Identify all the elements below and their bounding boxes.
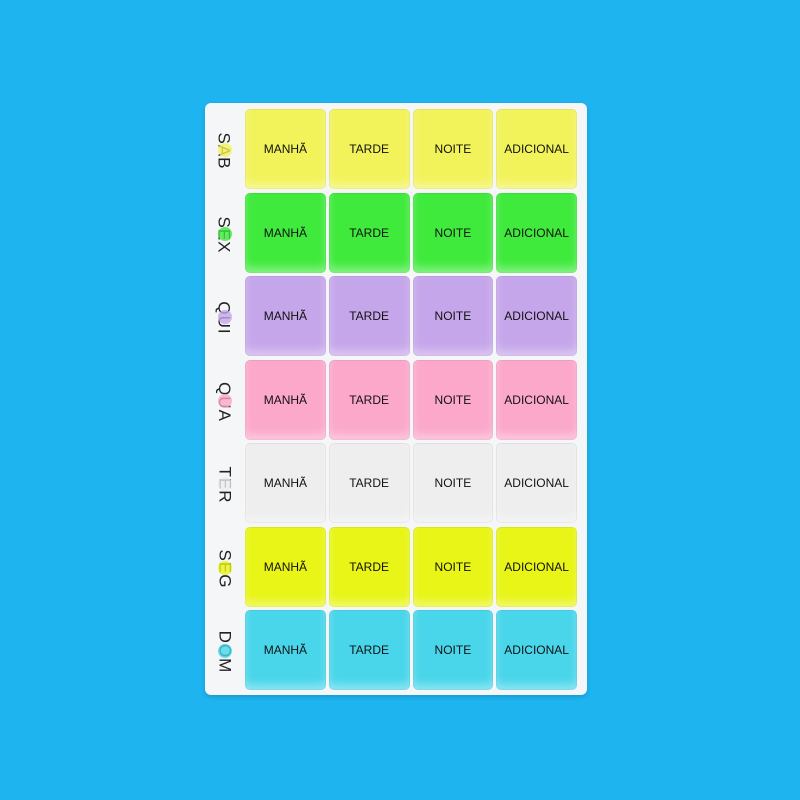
compartment-lid[interactable]: MANHÃ	[245, 359, 326, 440]
compartment-label: TARDE	[349, 559, 390, 574]
compartment-lid[interactable]: ADICIONAL	[496, 276, 577, 356]
compartment-label: TARDE	[349, 643, 390, 657]
compartment-label: ADICIONAL	[504, 643, 569, 657]
day-row: MANHÃ TARDE NOITE ADICIONAL	[245, 192, 577, 273]
compartment-label: NOITE	[434, 309, 472, 323]
compartment-lid[interactable]: NOITE	[412, 276, 494, 356]
compartment-lid[interactable]: MANHÃ	[245, 610, 326, 690]
compartment-label: NOITE	[434, 392, 472, 407]
compartment-lid[interactable]: TARDE	[328, 526, 410, 607]
compartment-label: TARDE	[349, 476, 390, 490]
latch-knob	[218, 644, 232, 658]
compartment-lid[interactable]: ADICIONAL	[496, 359, 577, 440]
compartment-lid[interactable]: ADICIONAL	[496, 526, 577, 607]
compartment-label: ADICIONAL	[504, 142, 569, 156]
compartment-lid[interactable]: NOITE	[412, 359, 494, 440]
compartment-label: TARDE	[349, 225, 390, 240]
compartment-lid[interactable]: MANHÃ	[245, 526, 326, 607]
compartment-label: MANHÃ	[263, 559, 308, 574]
day-row: MANHÃ TARDE NOITE ADICIONAL	[245, 610, 577, 690]
compartment-label: ADICIONAL	[504, 392, 569, 407]
compartment-lid[interactable]: MANHÃ	[245, 276, 326, 356]
compartment-label: NOITE	[434, 476, 472, 490]
latch-knob	[218, 477, 232, 491]
pill-organizer: SABSEXQUIQUATERSEGDOM MANHÃ TARDE NOITE ADI…	[205, 103, 587, 695]
compartment-lid[interactable]: ADICIONAL	[496, 443, 577, 523]
latch-knob	[218, 143, 232, 157]
compartment-lid[interactable]: TARDE	[328, 610, 410, 690]
compartment-lid[interactable]: NOITE	[412, 109, 494, 189]
latch-knob	[218, 310, 232, 324]
day-row: MANHÃ TARDE NOITE ADICIONAL	[245, 276, 577, 356]
compartment-label: MANHÃ	[263, 476, 308, 490]
compartment-label: MANHÃ	[263, 309, 308, 323]
compartment-label: ADICIONAL	[504, 476, 569, 490]
compartment-label: TARDE	[349, 392, 390, 407]
day-row: MANHÃ TARDE NOITE ADICIONAL	[245, 359, 577, 440]
compartment-label: MANHÃ	[263, 225, 308, 240]
compartment-label: NOITE	[434, 643, 472, 657]
compartment-lid[interactable]: NOITE	[412, 610, 494, 690]
compartment-label: ADICIONAL	[504, 559, 569, 574]
compartment-lid[interactable]: TARDE	[328, 192, 410, 273]
compartment-label: NOITE	[434, 225, 472, 240]
compartment-lid[interactable]: TARDE	[328, 443, 410, 523]
day-row: MANHÃ TARDE NOITE ADICIONAL	[245, 443, 577, 523]
compartment-label: NOITE	[434, 559, 472, 574]
compartment-label: TARDE	[349, 309, 390, 323]
compartment-lid[interactable]: TARDE	[328, 359, 410, 440]
compartment-label: MANHÃ	[263, 392, 308, 407]
compartment-lid[interactable]: NOITE	[412, 443, 494, 523]
compartment-label: MANHÃ	[263, 643, 308, 657]
latch-knob	[218, 393, 232, 408]
compartment-label: TARDE	[349, 142, 390, 156]
day-row: MANHÃ TARDE NOITE ADICIONAL	[245, 526, 577, 607]
compartment-lid[interactable]: NOITE	[412, 192, 494, 273]
compartment-lid[interactable]: TARDE	[328, 276, 410, 356]
compartment-label: ADICIONAL	[504, 225, 569, 240]
day-label-strip: SABSEXQUIQUATERSEGDOM	[205, 103, 243, 695]
compartment-lid[interactable]: TARDE	[328, 109, 410, 189]
compartment-lid[interactable]: ADICIONAL	[496, 192, 577, 273]
latch-knob	[218, 226, 232, 241]
latch-knob	[218, 560, 232, 575]
compartment-lid[interactable]: MANHÃ	[245, 192, 326, 273]
compartment-lid[interactable]: NOITE	[412, 526, 494, 607]
compartment-lid[interactable]: ADICIONAL	[496, 109, 577, 189]
compartment-label: ADICIONAL	[504, 309, 569, 323]
compartment-lid[interactable]: MANHÃ	[245, 443, 326, 523]
compartment-lid[interactable]: MANHÃ	[245, 109, 326, 189]
compartment-label: MANHÃ	[263, 142, 308, 156]
compartment-lid[interactable]: ADICIONAL	[496, 610, 577, 690]
compartment-label: NOITE	[434, 142, 472, 156]
day-row: MANHÃ TARDE NOITE ADICIONAL	[245, 109, 577, 189]
